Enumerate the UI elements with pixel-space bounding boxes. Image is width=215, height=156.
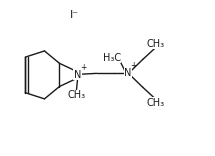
Text: N: N bbox=[74, 70, 81, 80]
Text: CH₃: CH₃ bbox=[146, 39, 165, 49]
Text: H₃C: H₃C bbox=[103, 53, 121, 63]
Text: +: + bbox=[131, 61, 137, 71]
Text: I⁻: I⁻ bbox=[70, 10, 79, 20]
Text: N: N bbox=[124, 68, 132, 78]
Text: +: + bbox=[80, 63, 86, 72]
Text: CH₃: CH₃ bbox=[68, 90, 86, 100]
Text: CH₃: CH₃ bbox=[146, 98, 165, 108]
